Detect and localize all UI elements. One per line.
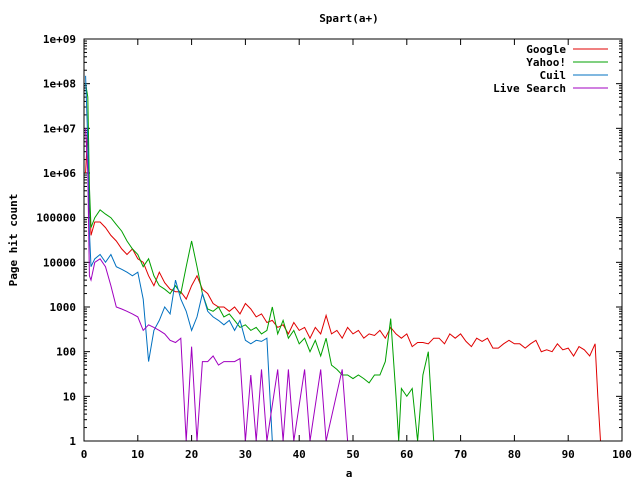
x-tick-label: 40	[293, 448, 306, 461]
y-tick-label: 1e+06	[43, 167, 76, 180]
y-tick-label: 1	[69, 435, 76, 448]
y-tick-label: 1e+09	[43, 33, 76, 46]
x-tick-label: 70	[454, 448, 467, 461]
legend-label-live-search: Live Search	[493, 82, 566, 95]
y-axis-label: Page hit count	[7, 194, 20, 287]
series-line-yahoo	[85, 83, 563, 442]
y-tick-label: 100	[56, 346, 76, 359]
x-tick-label: 90	[562, 448, 575, 461]
series-line-live-search	[85, 128, 349, 442]
x-tick-label: 30	[239, 448, 252, 461]
y-tick-label: 100000	[36, 212, 76, 225]
y-tick-label: 1e+07	[43, 122, 76, 135]
series-line-cuil	[85, 75, 273, 442]
x-tick-label: 10	[131, 448, 144, 461]
x-tick-label: 20	[185, 448, 198, 461]
y-tick-label: 1000	[50, 301, 77, 314]
y-tick-label: 1e+08	[43, 78, 76, 91]
x-tick-label: 100	[612, 448, 632, 461]
x-tick-label: 80	[508, 448, 521, 461]
legend-label-google: Google	[526, 43, 566, 56]
plot-frame	[83, 38, 623, 442]
chart-title: Spart(a+)	[319, 12, 379, 25]
x-tick-label: 60	[400, 448, 413, 461]
x-tick-label: 0	[81, 448, 88, 461]
series-line-google	[85, 128, 601, 442]
legend-label-yahoo: Yahoo!	[526, 56, 566, 69]
legend-label-cuil: Cuil	[540, 69, 567, 82]
y-tick-label: 10000	[43, 256, 76, 269]
x-tick-label: 50	[346, 448, 359, 461]
x-axis-label: a	[346, 467, 353, 480]
y-tick-label: 10	[63, 390, 76, 403]
